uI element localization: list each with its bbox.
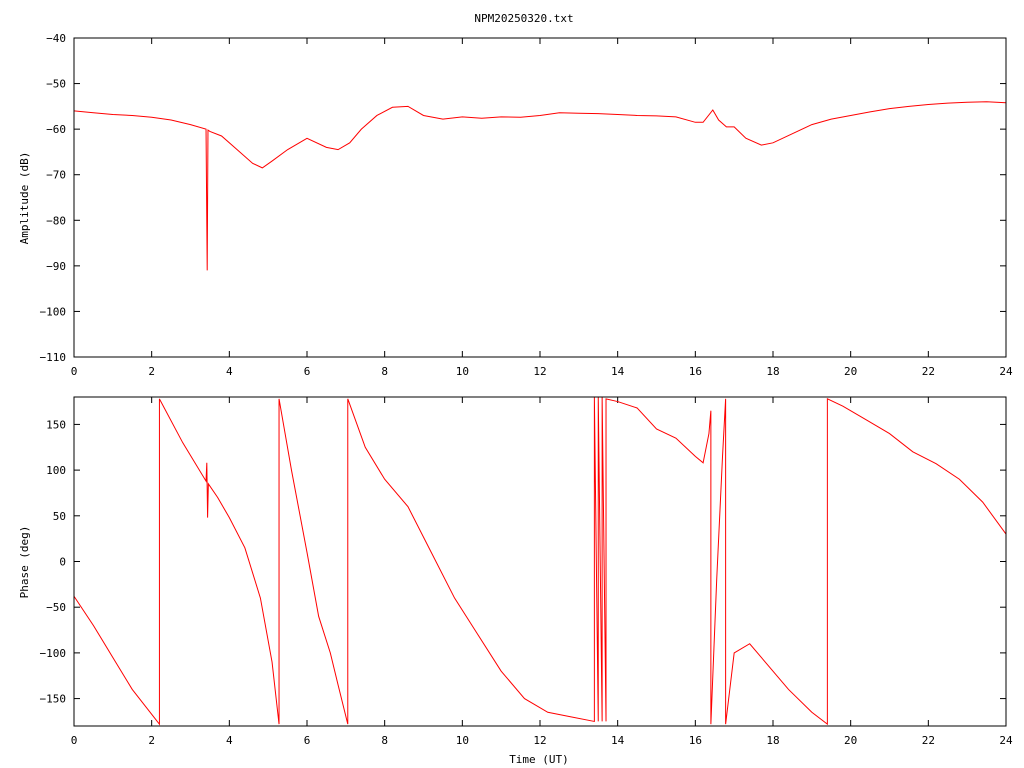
phase-x-tick-label: 16 [689, 734, 702, 747]
amplitude-x-tick-label: 4 [226, 365, 233, 378]
amplitude-y-tick-label: −50 [46, 78, 66, 91]
phase-y-tick-label: −100 [40, 647, 67, 660]
phase-y-tick-label: 100 [46, 464, 66, 477]
phase-x-tick-label: 14 [611, 734, 625, 747]
phase-x-tick-label: 12 [533, 734, 546, 747]
phase-x-tick-label: 24 [999, 734, 1013, 747]
phase-x-tick-label: 20 [844, 734, 857, 747]
amplitude-x-tick-label: 24 [999, 365, 1013, 378]
amplitude-x-tick-label: 6 [304, 365, 311, 378]
amplitude-x-tick-label: 2 [148, 365, 155, 378]
amplitude-panel: 0 2 4 6 8 10 12 14 16 18 20 22 24−40−50−60−70−80−90−… [18, 32, 1013, 378]
phase-x-tick-label: 22 [922, 734, 935, 747]
amplitude-y-tick-label: −60 [46, 123, 66, 136]
amplitude-y-tick-label: −90 [46, 260, 66, 273]
phase-x-tick-label: 0 [71, 734, 78, 747]
phase-y-tick-label: 50 [53, 510, 66, 523]
phase-y-axis-title: Phase (deg) [18, 526, 31, 599]
phase-y-tick-label: −50 [46, 601, 66, 614]
amplitude-x-tick-label: 20 [844, 365, 857, 378]
amplitude-x-tick-label: 8 [381, 365, 388, 378]
amplitude-ticks: 0 2 4 6 8 10 12 14 16 18 20 22 24−40−50−60−70−80−90−… [40, 32, 1013, 378]
phase-plot-frame [73, 396, 1007, 727]
amplitude-plot-frame [73, 37, 1007, 358]
amplitude-series-line [73, 101, 1007, 271]
amplitude-y-tick-label: −40 [46, 32, 66, 45]
amplitude-y-tick-label: −100 [40, 305, 67, 318]
phase-y-tick-label: 0 [59, 556, 66, 569]
phase-y-tick-label: −150 [40, 693, 67, 706]
amplitude-x-tick-label: 22 [922, 365, 935, 378]
phase-series-line [73, 396, 1007, 726]
phase-panel: 0 2 4 6 8 10 12 14 16 18 20 22 24150100500−50−100−15… [18, 396, 1013, 766]
amplitude-y-tick-label: −110 [40, 351, 67, 364]
amplitude-y-tick-label: −80 [46, 214, 66, 227]
amplitude-x-tick-label: 0 [71, 365, 78, 378]
phase-y-tick-label: 150 [46, 418, 66, 431]
amplitude-y-tick-label: −70 [46, 169, 66, 182]
amplitude-y-axis-title: Amplitude (dB) [18, 152, 31, 245]
amplitude-x-tick-label: 16 [689, 365, 702, 378]
phase-x-tick-label: 10 [456, 734, 469, 747]
chart-title: NPM20250320.txt [474, 12, 573, 25]
phase-x-tick-label: 4 [226, 734, 233, 747]
amplitude-x-tick-label: 10 [456, 365, 469, 378]
amplitude-x-tick-label: 12 [533, 365, 546, 378]
phase-x-axis-title: Time (UT) [509, 753, 569, 766]
phase-x-tick-label: 2 [148, 734, 155, 747]
phase-x-tick-label: 6 [304, 734, 311, 747]
amplitude-x-tick-label: 14 [611, 365, 625, 378]
phase-ticks: 0 2 4 6 8 10 12 14 16 18 20 22 24150100500−50−100−15… [40, 397, 1013, 747]
phase-x-tick-label: 8 [381, 734, 388, 747]
amplitude-x-tick-label: 18 [766, 365, 779, 378]
phase-x-tick-label: 18 [766, 734, 779, 747]
